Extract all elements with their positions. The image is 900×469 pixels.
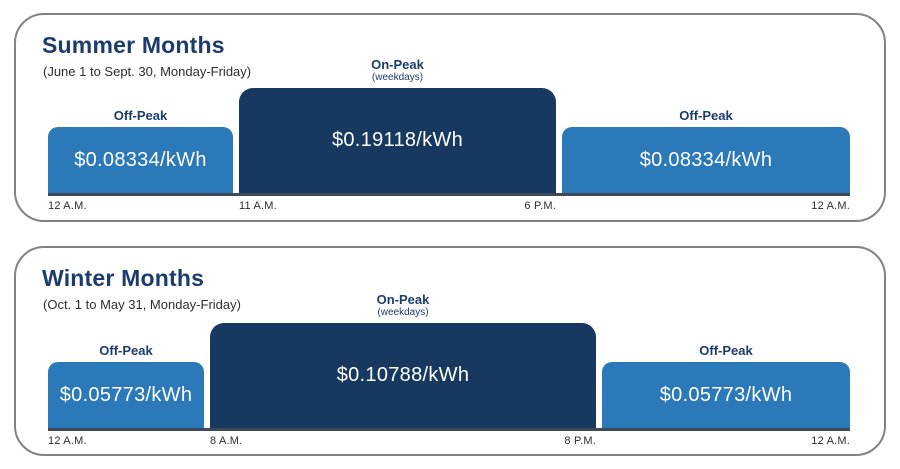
rate-bar-off-peak: $0.08334/kWh (48, 127, 233, 193)
axis-tick: 12 A.M. (48, 200, 87, 212)
rate-chart: Off-Peak $0.05773/kWh On-Peak (weekdays) $0.… (16, 248, 884, 454)
period-name: Off-Peak (113, 108, 168, 123)
period-name: Off-Peak (679, 108, 733, 123)
rate-bar-off-peak: $0.05773/kWh (602, 362, 850, 428)
off-peak-label: Off-Peak (679, 109, 732, 123)
rate-chart: Off-Peak $0.08334/kWh On-Peak (weekdays) $0.… (16, 15, 884, 220)
axis-tick: 8 A.M. (210, 435, 243, 447)
period-subnote: (weekdays) (377, 307, 429, 318)
period-name: Off-Peak (699, 343, 753, 358)
rate-bar-off-peak: $0.08334/kWh (562, 127, 850, 193)
rate-bar-off-peak: $0.05773/kWh (48, 362, 204, 428)
period-subnote: (weekdays) (371, 72, 424, 83)
rate-bar-on-peak: $0.19118/kWh (239, 88, 556, 193)
period-name: Off-Peak (99, 343, 153, 358)
axis-tick: 8 P.M. (564, 435, 596, 447)
off-peak-label: Off-Peak (114, 109, 167, 123)
rate-value: $0.08334/kWh (639, 148, 773, 171)
page-title: Summer Months (42, 32, 225, 58)
off-peak-label: Off-Peak (699, 344, 752, 358)
axis-tick: 12 A.M. (811, 435, 850, 447)
axis-tick: 12 A.M. (811, 200, 850, 212)
on-peak-label: On-Peak (weekdays) (376, 292, 430, 319)
rate-value: $0.05773/kWh (659, 383, 793, 406)
rate-value: $0.08334/kWh (74, 148, 207, 171)
axis-tick: 6 P.M. (524, 200, 556, 212)
on-peak-label: On-Peak (weekdays) (371, 57, 424, 84)
period-name: On-Peak (376, 292, 430, 307)
axis-tick: 11 A.M. (239, 200, 277, 212)
period-name: On-Peak (371, 57, 424, 72)
rate-bar-on-peak: $0.10788/kWh (210, 323, 596, 428)
rate-value: $0.10788/kWh (336, 364, 470, 386)
page-title: Winter Months (42, 265, 205, 291)
winter-panel: Winter Months (Oct. 1 to May 31, Monday-… (14, 246, 886, 456)
summer-panel: Summer Months (June 1 to Sept. 30, Monda… (14, 13, 886, 222)
panel-subtitle: (Oct. 1 to May 31, Monday-Friday) (43, 297, 241, 312)
axis-line (48, 193, 850, 196)
axis-tick: 12 A.M. (48, 435, 87, 447)
panel-subtitle: (June 1 to Sept. 30, Monday-Friday) (43, 64, 252, 79)
axis-line (48, 428, 850, 431)
rate-value: $0.05773/kWh (59, 383, 193, 406)
rate-value: $0.19118/kWh (331, 129, 464, 151)
off-peak-label: Off-Peak (99, 344, 152, 358)
